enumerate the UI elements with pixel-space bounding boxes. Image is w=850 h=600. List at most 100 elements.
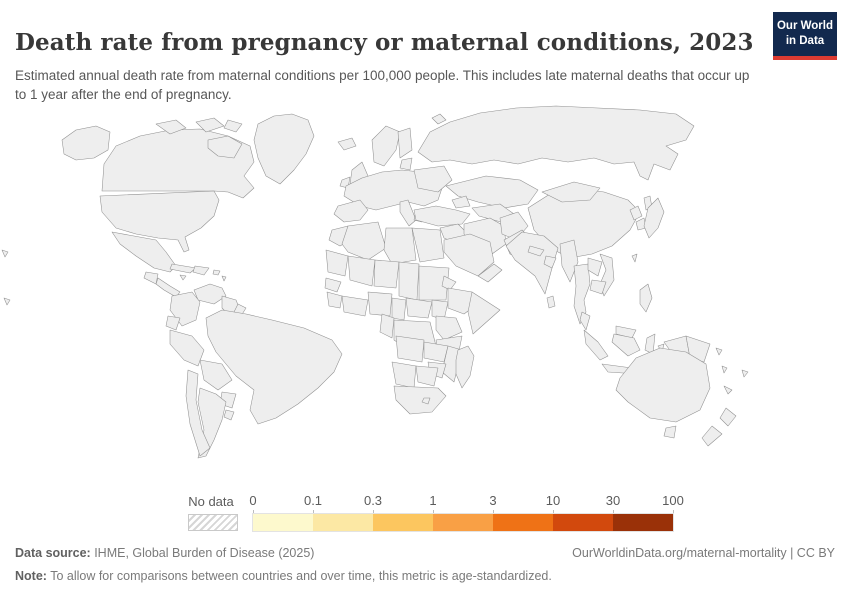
map-region-new-zealand-south[interactable] bbox=[701, 425, 723, 447]
map-region-alaska[interactable] bbox=[61, 125, 111, 161]
map-region-algeria[interactable] bbox=[341, 221, 387, 261]
map-region-yemen-oman[interactable] bbox=[477, 263, 503, 283]
map-region-philippines[interactable] bbox=[639, 283, 653, 313]
map-region-senegal[interactable] bbox=[324, 277, 342, 293]
map-region-north-korea[interactable] bbox=[629, 205, 643, 221]
map-region-turkey[interactable] bbox=[413, 205, 471, 227]
map-region-solomon-islands[interactable] bbox=[715, 347, 723, 356]
footer-note-label: Note: bbox=[15, 569, 47, 583]
legend-tick-mark bbox=[493, 510, 494, 515]
map-region-guinea[interactable] bbox=[326, 291, 343, 309]
page-subtitle: Estimated annual death rate from materna… bbox=[15, 67, 750, 102]
map-region-ivory-coast-ghana[interactable] bbox=[341, 295, 369, 317]
legend-bin-30-100[interactable] bbox=[613, 514, 673, 531]
owid-logo[interactable]: Our World in Data bbox=[773, 12, 837, 60]
map-region-lesser-antilles[interactable] bbox=[221, 275, 227, 282]
map-region-sri-lanka[interactable] bbox=[546, 295, 556, 309]
map-region-central-america[interactable] bbox=[155, 277, 181, 298]
map-region-borneo-indonesia[interactable] bbox=[611, 333, 641, 357]
map-region-japan[interactable] bbox=[643, 197, 665, 239]
map-region-somalia[interactable] bbox=[467, 291, 501, 335]
map-region-canada-baffin[interactable] bbox=[207, 135, 243, 159]
map-region-niger[interactable] bbox=[373, 259, 400, 289]
map-region-australia[interactable] bbox=[615, 347, 711, 423]
map-region-uruguay[interactable] bbox=[223, 409, 235, 421]
map-region-nepal[interactable] bbox=[527, 245, 545, 257]
map-region-botswana[interactable] bbox=[415, 365, 439, 387]
map-region-namibia[interactable] bbox=[391, 361, 417, 389]
map-region-bolivia[interactable] bbox=[199, 359, 233, 391]
map-region-myanmar[interactable] bbox=[559, 239, 579, 283]
map-region-new-caledonia[interactable] bbox=[723, 385, 733, 395]
map-region-svalbard[interactable] bbox=[431, 113, 447, 125]
map-region-cuba[interactable] bbox=[169, 263, 197, 274]
map-region-nigeria[interactable] bbox=[367, 291, 393, 317]
legend-bin-0-0.1[interactable] bbox=[253, 514, 313, 531]
map-region-central-african-republic[interactable] bbox=[405, 297, 433, 319]
legend-tick-label: 1 bbox=[429, 493, 437, 508]
map-region-italy[interactable] bbox=[399, 199, 417, 227]
map-region-south-africa[interactable] bbox=[393, 385, 447, 415]
map-region-laos[interactable] bbox=[587, 257, 603, 277]
map-region-fiji[interactable] bbox=[741, 369, 749, 378]
map-region-sumatra[interactable] bbox=[583, 329, 609, 361]
world-choropleth-map bbox=[1, 105, 749, 459]
map-region-cameroon[interactable] bbox=[391, 297, 407, 321]
legend-bin-0.1-0.3[interactable] bbox=[313, 514, 373, 531]
map-region-guatemala[interactable] bbox=[143, 271, 159, 285]
legend-bin-1-3[interactable] bbox=[433, 514, 493, 531]
map-region-greenland[interactable] bbox=[253, 113, 315, 185]
map-region-haiti[interactable] bbox=[192, 265, 210, 276]
map-region-peru[interactable] bbox=[169, 329, 205, 367]
map-region-tasmania[interactable] bbox=[663, 425, 677, 439]
map-region-taiwan[interactable] bbox=[631, 253, 638, 263]
legend-bin-0.3-1[interactable] bbox=[373, 514, 433, 531]
map-region-canada-arctic[interactable] bbox=[155, 119, 187, 135]
map-region-ecuador[interactable] bbox=[165, 315, 181, 331]
map-region-hawaii[interactable] bbox=[1, 249, 9, 258]
map-region-mauritania[interactable] bbox=[325, 249, 349, 277]
map-region-gabon-congo[interactable] bbox=[379, 313, 395, 339]
map-region-madagascar[interactable] bbox=[455, 345, 475, 389]
footer-link[interactable]: OurWorldinData.org/maternal-mortality | … bbox=[572, 546, 835, 560]
map-region-baltics[interactable] bbox=[399, 157, 413, 171]
legend-tick-mark bbox=[253, 510, 254, 515]
map-region-scandinavia[interactable] bbox=[371, 125, 401, 167]
map-region-chile[interactable] bbox=[185, 369, 211, 457]
map-region-zambia[interactable] bbox=[423, 341, 449, 363]
map-region-ukraine-belarus[interactable] bbox=[413, 165, 453, 193]
map-region-finland[interactable] bbox=[397, 127, 413, 159]
map-region-usa[interactable] bbox=[99, 190, 220, 253]
map-region-caucasus[interactable] bbox=[451, 195, 471, 209]
map-region-angola[interactable] bbox=[395, 335, 425, 363]
map-region-brazil[interactable] bbox=[205, 309, 343, 425]
map-region-lesotho[interactable] bbox=[421, 397, 431, 405]
map-region-russia[interactable] bbox=[417, 105, 695, 181]
legend-tick-label: 0.3 bbox=[363, 493, 383, 508]
map-region-vanuatu[interactable] bbox=[721, 365, 728, 374]
legend-tick-mark bbox=[553, 510, 554, 515]
map-region-egypt[interactable] bbox=[411, 227, 445, 263]
map-region-uganda-kenya[interactable] bbox=[435, 315, 463, 341]
map-region-bangladesh[interactable] bbox=[543, 255, 557, 269]
map-region-sudan[interactable] bbox=[418, 265, 450, 301]
map-region-cambodia[interactable] bbox=[589, 279, 607, 295]
legend-no-data-label: No data bbox=[188, 494, 234, 509]
map-region-jamaica[interactable] bbox=[179, 274, 187, 281]
map-region-new-zealand-north[interactable] bbox=[719, 407, 737, 427]
map-region-iceland[interactable] bbox=[337, 137, 357, 151]
legend-no-data-swatch[interactable] bbox=[188, 514, 238, 531]
map-region-saudi-arabia[interactable] bbox=[443, 233, 495, 277]
map-region-malaysia-peninsula[interactable] bbox=[579, 311, 591, 331]
map-region-canada-arctic[interactable] bbox=[223, 119, 243, 133]
map-region-canada-arctic[interactable] bbox=[195, 117, 225, 133]
map-region-mongolia[interactable] bbox=[541, 181, 601, 203]
map-region-chad[interactable] bbox=[398, 261, 420, 301]
legend-bin-3-10[interactable] bbox=[493, 514, 553, 531]
map-region-libya[interactable] bbox=[383, 227, 417, 265]
map-region-mali[interactable] bbox=[347, 255, 376, 287]
map-region-puerto-rico[interactable] bbox=[212, 269, 221, 276]
legend-bin-10-30[interactable] bbox=[553, 514, 613, 531]
map-region-pacific-islands[interactable] bbox=[3, 297, 11, 306]
map-region-iberia[interactable] bbox=[333, 199, 369, 223]
